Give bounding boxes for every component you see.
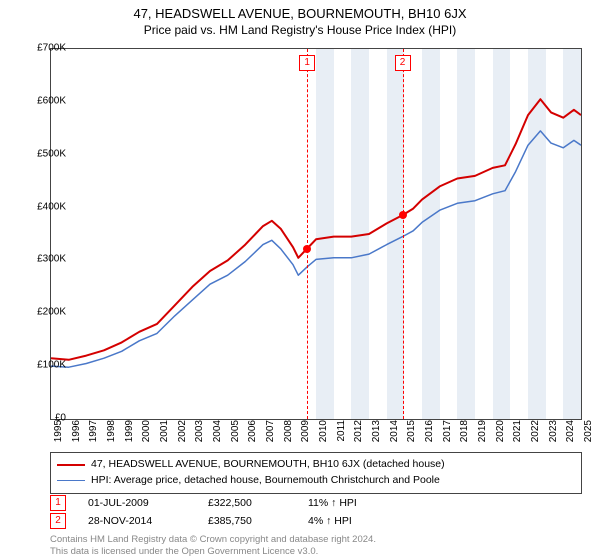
x-axis-label: 2002: [177, 420, 188, 450]
x-axis-label: 1995: [53, 420, 64, 450]
footer-line2: This data is licensed under the Open Gov…: [50, 546, 376, 558]
x-axis-label: 2023: [548, 420, 559, 450]
x-axis-label: 2025: [583, 420, 594, 450]
table-row: 1 01-JUL-2009 £322,500 11% ↑ HPI: [50, 494, 408, 512]
x-axis-label: 2017: [442, 420, 453, 450]
legend-label-hpi: HPI: Average price, detached house, Bour…: [91, 473, 440, 489]
y-axis-label: £400K: [21, 201, 66, 212]
chart-plot-area: 12: [50, 48, 582, 420]
x-axis-label: 2011: [336, 420, 347, 450]
x-axis-label: 2018: [459, 420, 470, 450]
x-axis-label: 2004: [212, 420, 223, 450]
chart-svg: [51, 49, 581, 419]
x-axis-label: 2015: [406, 420, 417, 450]
title-block: 47, HEADSWELL AVENUE, BOURNEMOUTH, BH10 …: [0, 0, 600, 37]
transaction-hpi: 4% ↑ HPI: [308, 515, 408, 527]
chart-container: 47, HEADSWELL AVENUE, BOURNEMOUTH, BH10 …: [0, 0, 600, 560]
x-axis-label: 2014: [389, 420, 400, 450]
x-axis-label: 2003: [194, 420, 205, 450]
x-axis-label: 2005: [230, 420, 241, 450]
transaction-marker-1: 1: [50, 495, 66, 511]
x-axis-label: 2016: [424, 420, 435, 450]
transaction-date: 28-NOV-2014: [88, 515, 208, 527]
transaction-dot: [303, 245, 311, 253]
y-axis-label: £100K: [21, 360, 66, 371]
x-axis-label: 1997: [88, 420, 99, 450]
x-axis-label: 2020: [495, 420, 506, 450]
title-address: 47, HEADSWELL AVENUE, BOURNEMOUTH, BH10 …: [0, 6, 600, 21]
legend: 47, HEADSWELL AVENUE, BOURNEMOUTH, BH10 …: [50, 452, 582, 494]
transaction-marker-2: 2: [50, 513, 66, 529]
transaction-price: £322,500: [208, 497, 308, 509]
x-axis-label: 2006: [247, 420, 258, 450]
y-axis-label: £300K: [21, 254, 66, 265]
transaction-marker-box: 2: [395, 55, 411, 71]
x-axis-label: 2001: [159, 420, 170, 450]
y-axis-label: £200K: [21, 307, 66, 318]
x-axis-label: 2009: [300, 420, 311, 450]
transaction-date: 01-JUL-2009: [88, 497, 208, 509]
footer-attribution: Contains HM Land Registry data © Crown c…: [50, 534, 376, 558]
legend-item-hpi: HPI: Average price, detached house, Bour…: [57, 473, 575, 489]
y-axis-label: £600K: [21, 95, 66, 106]
x-axis-label: 2000: [141, 420, 152, 450]
transaction-vline: [403, 49, 404, 419]
transaction-table: 1 01-JUL-2009 £322,500 11% ↑ HPI 2 28-NO…: [50, 494, 408, 530]
legend-label-property: 47, HEADSWELL AVENUE, BOURNEMOUTH, BH10 …: [91, 457, 445, 473]
x-axis-label: 2013: [371, 420, 382, 450]
x-axis-label: 2008: [283, 420, 294, 450]
transaction-hpi: 11% ↑ HPI: [308, 497, 408, 509]
x-axis-label: 1996: [71, 420, 82, 450]
legend-swatch-hpi: [57, 480, 85, 482]
x-axis-label: 2010: [318, 420, 329, 450]
series-property: [51, 99, 581, 360]
x-axis-label: 1998: [106, 420, 117, 450]
transaction-marker-box: 1: [299, 55, 315, 71]
legend-item-property: 47, HEADSWELL AVENUE, BOURNEMOUTH, BH10 …: [57, 457, 575, 473]
x-axis-label: 2012: [353, 420, 364, 450]
y-axis-label: £500K: [21, 148, 66, 159]
title-subtitle: Price paid vs. HM Land Registry's House …: [0, 23, 600, 37]
x-axis-label: 2019: [477, 420, 488, 450]
x-axis-label: 2007: [265, 420, 276, 450]
legend-swatch-property: [57, 464, 85, 466]
table-row: 2 28-NOV-2014 £385,750 4% ↑ HPI: [50, 512, 408, 530]
x-axis-label: 2024: [565, 420, 576, 450]
transaction-dot: [399, 211, 407, 219]
y-axis-label: £700K: [21, 43, 66, 54]
x-axis-label: 2021: [512, 420, 523, 450]
transaction-vline: [307, 49, 308, 419]
transaction-price: £385,750: [208, 515, 308, 527]
footer-line1: Contains HM Land Registry data © Crown c…: [50, 534, 376, 546]
x-axis-label: 2022: [530, 420, 541, 450]
x-axis-label: 1999: [124, 420, 135, 450]
